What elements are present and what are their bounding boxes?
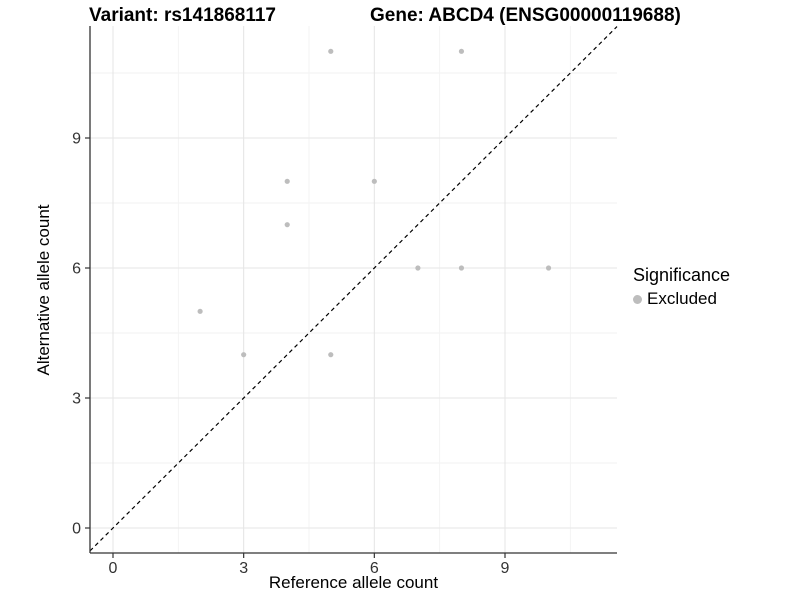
data-point [284,222,290,228]
data-point [458,265,465,271]
x-tick-label: 6 [370,560,379,577]
data-point [415,265,421,271]
data-point [284,178,290,184]
data-point [458,48,465,54]
y-axis-title: Alternative allele count [34,204,53,376]
y-tick-label: 0 [72,521,81,538]
y-tick-label: 3 [72,391,81,408]
legend-title: Significance [633,265,731,285]
legend-entry-label: Excluded [647,289,717,308]
identity-line [89,26,618,552]
legend: Significance Excluded [633,265,730,309]
data-point [197,308,203,314]
data-point [371,178,377,184]
x-tick-label: 9 [501,560,510,577]
y-tick-label: 9 [72,131,81,148]
x-tick-label: 0 [109,560,118,577]
data-point [545,265,552,271]
legend-point-icon [633,294,642,304]
x-tick-label: 3 [239,560,248,577]
gene-title: Gene: ABCD4 (ENSG00000119688) [370,5,681,26]
legend-entry-excluded: Excluded [633,289,730,309]
data-point [241,352,247,358]
x-axis-title: Reference allele count [268,573,439,592]
variant-title: Variant: rs141868117 [89,5,276,26]
data-point [328,352,334,358]
data-point [328,48,334,54]
y-tick-label: 6 [72,261,81,278]
